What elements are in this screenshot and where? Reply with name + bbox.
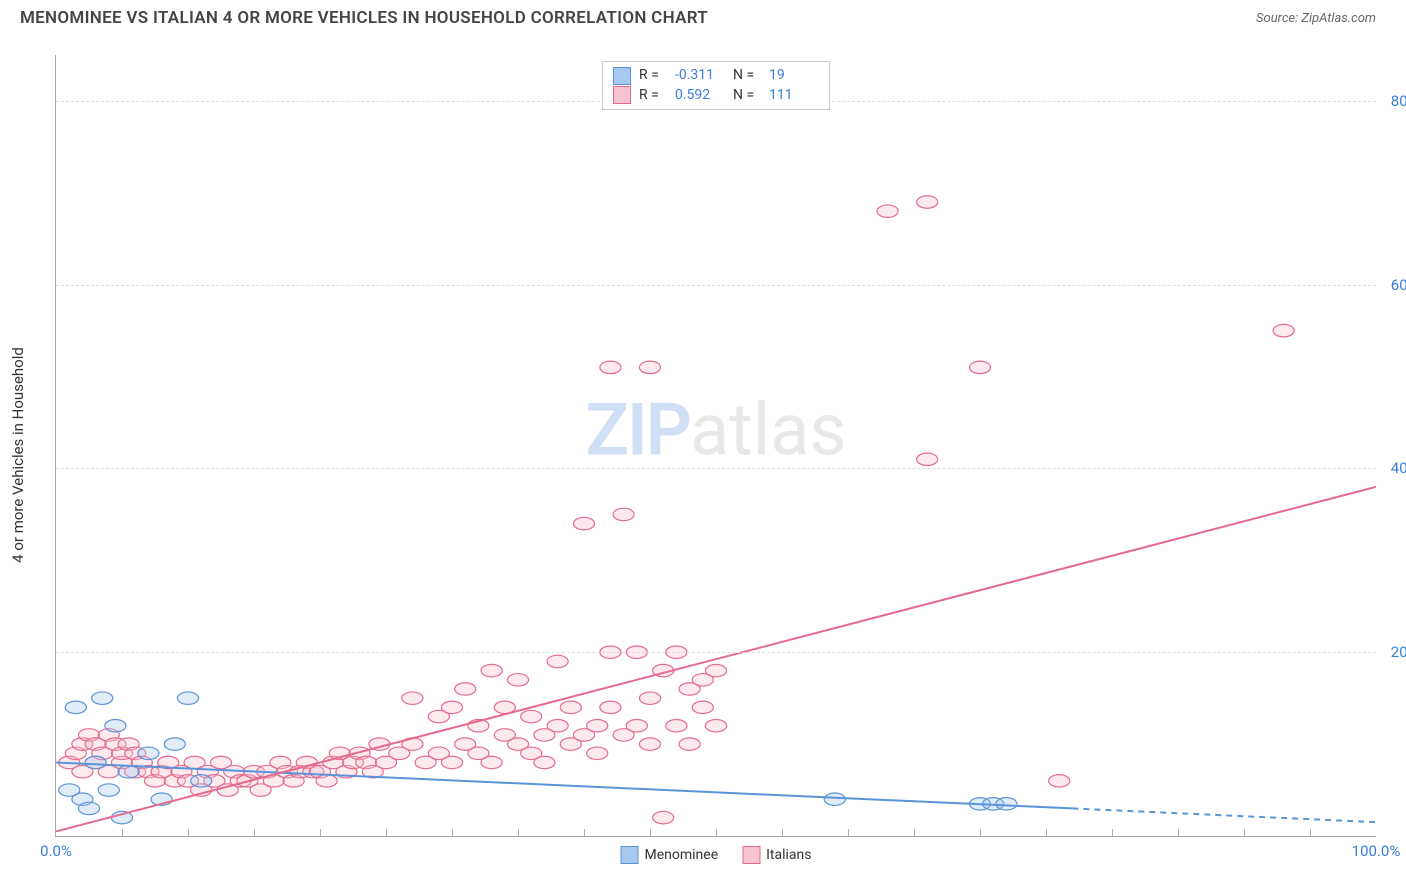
y-tick-label: 20.0% — [1391, 643, 1406, 661]
data-point-italians — [481, 664, 502, 676]
r-value-italians: 0.592 — [675, 86, 725, 106]
data-point-italians — [917, 196, 938, 208]
data-point-italians — [441, 756, 462, 768]
legend-swatch-menominee — [613, 67, 631, 85]
data-point-italians — [455, 683, 476, 695]
y-tick-label: 60.0% — [1391, 276, 1406, 294]
data-point-menominee — [78, 802, 99, 814]
data-point-menominee — [105, 719, 126, 731]
data-point-menominee — [98, 784, 119, 796]
data-point-italians — [639, 738, 660, 750]
y-tick-label: 40.0% — [1391, 459, 1406, 477]
data-point-italians — [316, 775, 337, 787]
data-point-italians — [877, 205, 898, 217]
data-point-italians — [639, 361, 660, 373]
data-point-italians — [705, 664, 726, 676]
data-point-menominee — [996, 798, 1017, 810]
regression-line-extrapolated-menominee — [1072, 808, 1376, 822]
data-point-italians — [534, 756, 555, 768]
regression-line-italians — [56, 487, 1376, 832]
legend-stats-row-italians: R = 0.592 N = 111 — [613, 86, 819, 106]
data-point-menominee — [65, 701, 86, 713]
data-point-menominee — [85, 756, 106, 768]
data-point-italians — [969, 361, 990, 373]
data-point-italians — [560, 701, 581, 713]
data-point-menominee — [177, 692, 198, 704]
legend-swatch-bottom-menominee — [620, 846, 638, 864]
y-tick-label: 80.0% — [1391, 92, 1406, 110]
data-point-italians — [521, 710, 542, 722]
data-point-italians — [547, 655, 568, 667]
data-point-italians — [587, 747, 608, 759]
data-point-italians — [613, 508, 634, 520]
data-point-italians — [917, 453, 938, 465]
data-point-italians — [1273, 324, 1294, 336]
data-point-italians — [626, 719, 647, 731]
data-point-menominee — [92, 692, 113, 704]
data-point-italians — [639, 692, 660, 704]
data-point-italians — [481, 756, 502, 768]
data-point-menominee — [138, 747, 159, 759]
legend-item-menominee: Menominee — [620, 846, 718, 864]
chart-header: MENOMINEE VS ITALIAN 4 OR MORE VEHICLES … — [0, 0, 1406, 36]
x-tick-label: 0.0% — [40, 842, 72, 860]
y-axis-label: 4 or more Vehicles in Household — [9, 347, 27, 563]
legend-stats-row-menominee: R = -0.311 N = 19 — [613, 66, 819, 86]
data-point-italians — [705, 719, 726, 731]
data-point-menominee — [118, 765, 139, 777]
chart-source: Source: ZipAtlas.com — [1256, 11, 1376, 26]
legend-bottom: Menominee Italians — [620, 846, 811, 864]
chart-container: ZIPatlas R = -0.311 N = 19 R = 0.592 N =… — [55, 55, 1376, 837]
data-point-italians — [587, 719, 608, 731]
data-point-italians — [507, 674, 528, 686]
data-point-menominee — [824, 793, 845, 805]
data-point-menominee — [164, 738, 185, 750]
data-point-italians — [666, 719, 687, 731]
data-point-italians — [692, 701, 713, 713]
data-point-italians — [600, 361, 621, 373]
plot-area: ZIPatlas R = -0.311 N = 19 R = 0.592 N =… — [55, 55, 1376, 837]
chart-title: MENOMINEE VS ITALIAN 4 OR MORE VEHICLES … — [20, 8, 708, 28]
legend-swatch-bottom-italians — [742, 846, 760, 864]
data-point-italians — [441, 701, 462, 713]
n-value-italians: 111 — [769, 86, 819, 106]
legend-swatch-italians — [613, 86, 631, 104]
scatter-plot-svg — [56, 55, 1376, 836]
data-point-italians — [573, 517, 594, 529]
data-point-italians — [600, 701, 621, 713]
r-value-menominee: -0.311 — [675, 66, 725, 86]
data-point-italians — [547, 719, 568, 731]
x-tick-label: 100.0% — [1352, 842, 1401, 860]
data-point-italians — [679, 738, 700, 750]
data-point-menominee — [191, 775, 212, 787]
data-point-italians — [402, 692, 423, 704]
legend-item-italians: Italians — [742, 846, 811, 864]
legend-label-italians: Italians — [766, 847, 811, 863]
data-point-italians — [653, 811, 674, 823]
legend-label-menominee: Menominee — [644, 847, 718, 863]
legend-stats-box: R = -0.311 N = 19 R = 0.592 N = 111 — [602, 61, 830, 110]
data-point-italians — [1049, 775, 1070, 787]
n-value-menominee: 19 — [769, 66, 819, 86]
